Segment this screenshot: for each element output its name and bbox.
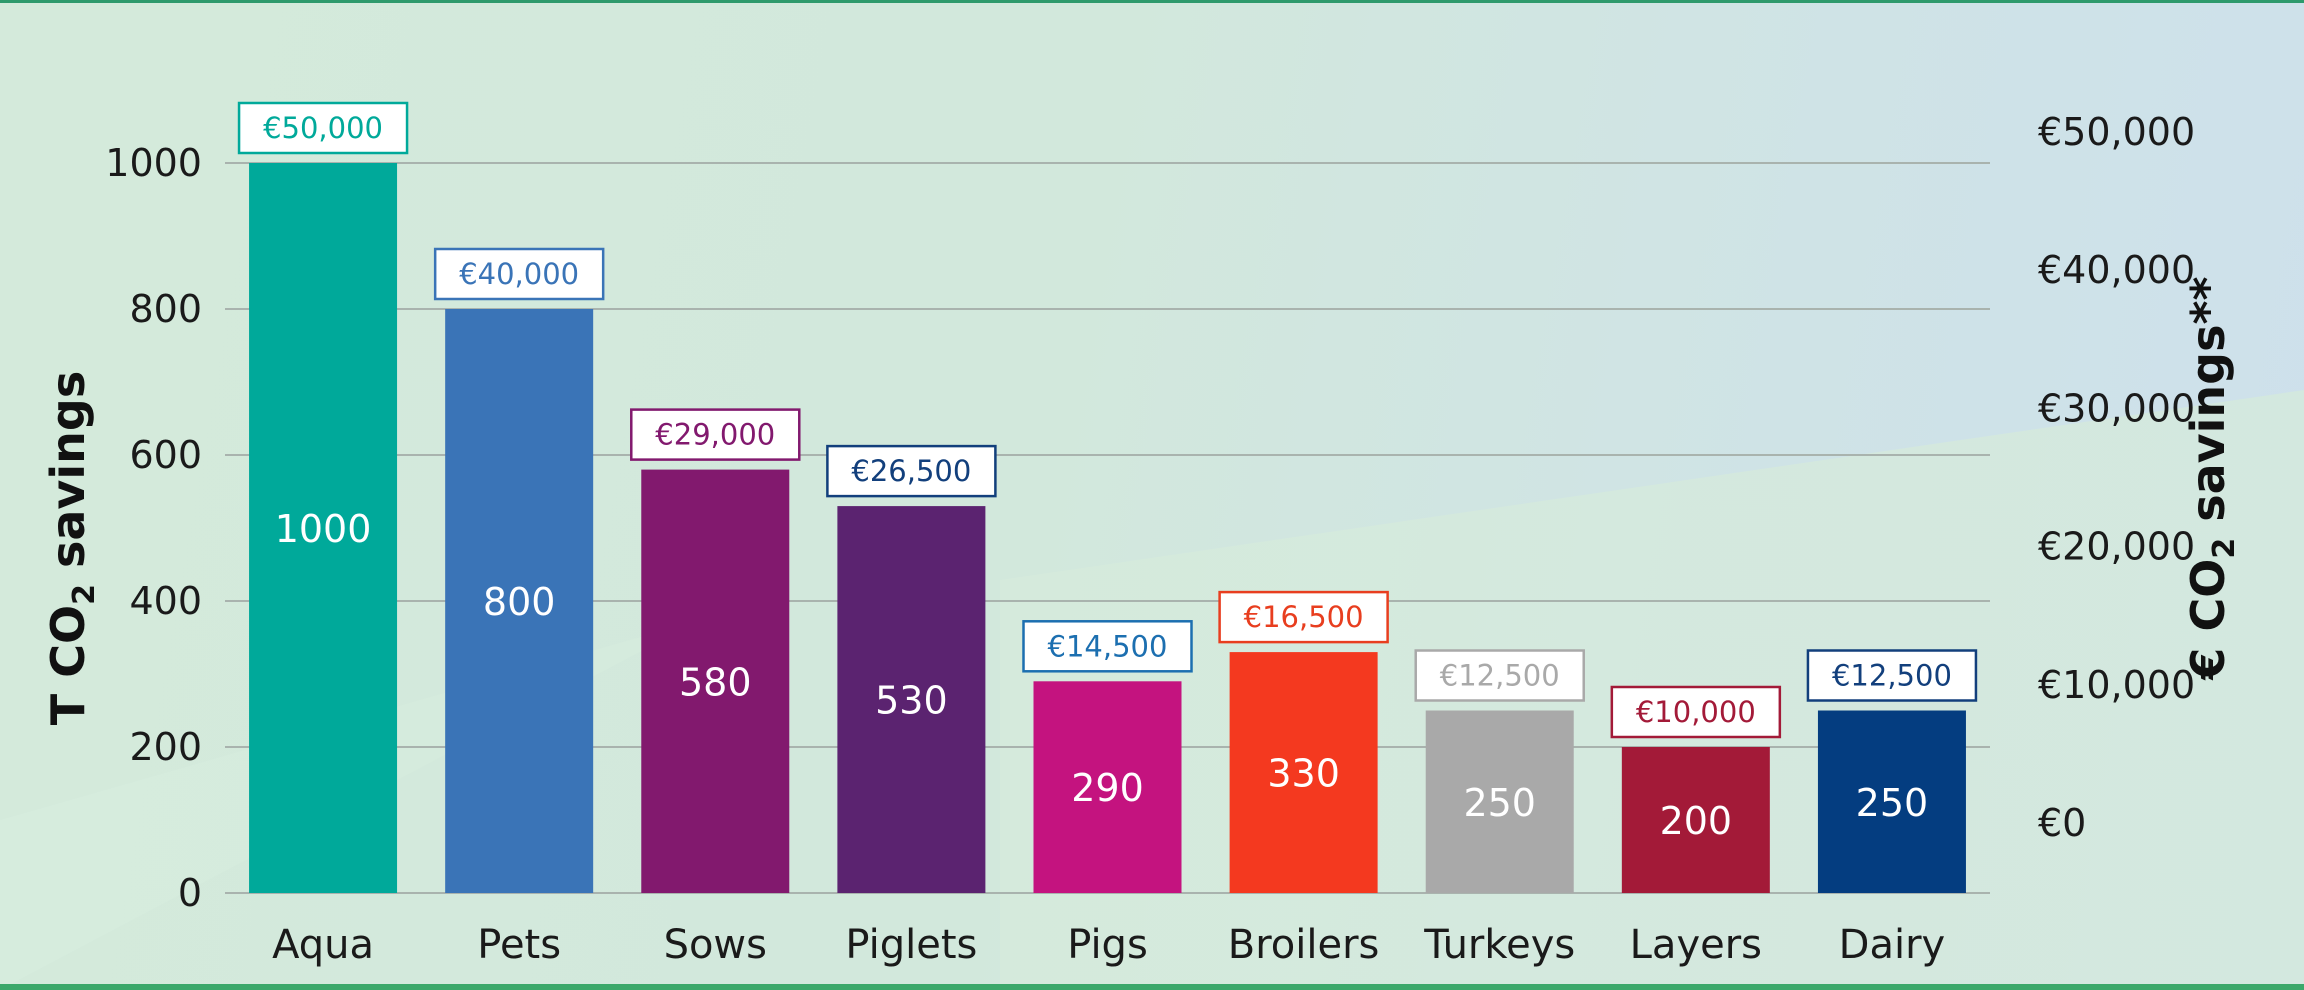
euro-badge-box [1218,590,1389,644]
euro-badge-box [1022,620,1193,673]
euro-badge-box [433,247,605,301]
category-label-piglets: Piglets [845,922,977,968]
bar-value-label: 1000 [275,507,372,551]
euro-badge-box [1610,685,1782,739]
euro-badge-piglets: €26,500 [826,444,997,498]
y-tick-label: 1000 [105,141,202,185]
top-border [0,0,2304,3]
euro-badge-broilers: €16,500 [1218,590,1389,644]
bar-layers [1621,747,1770,893]
bar-broilers [1229,652,1378,893]
left-axis-title: T CO2 savings [41,371,102,725]
category-label-aqua: Aqua [272,922,374,968]
bar-pigs [1033,681,1182,893]
bar-dairy [1817,710,1966,893]
euro-badge-label: €29,000 [655,418,775,452]
category-label-broilers: Broilers [1228,922,1380,968]
bar-value-labels: 1000 800 580 530 290 330 250 200 250 [275,507,1929,843]
y2-tick-label: €0 [2038,801,2086,845]
bar-value-label: 580 [679,660,752,704]
euro-badge-box [1414,649,1585,702]
bar-value-label: 290 [1071,766,1144,810]
euro-badge-sows: €29,000 [630,408,801,461]
euro-badge-label: €14,500 [1048,629,1168,663]
category-label-pigs: Pigs [1067,922,1148,968]
bar-value-label: 530 [875,679,948,723]
y-tick-label: 400 [129,579,202,623]
euro-badge-box [237,101,409,155]
euro-badge-label: €16,500 [1244,600,1364,634]
bar-value-label: 800 [483,580,556,624]
y2-tick-label: €50,000 [2038,110,2195,154]
right-axis-title: € CO2 savings** [2181,276,2242,680]
euro-badge-dairy: €12,500 [1806,649,1978,702]
euro-badge-pets: €40,000 [433,247,605,301]
euro-badge-label: €40,000 [459,257,579,291]
category-label-sows: Sows [664,922,767,968]
euro-badge-box [1806,649,1978,702]
euro-badge-layers: €10,000 [1610,685,1782,739]
euro-badge-turkeys: €12,500 [1414,649,1585,702]
bar-turkeys [1425,710,1574,893]
bar-aqua [249,163,398,893]
bar-value-label: 250 [1856,781,1929,825]
bar-piglets [837,506,986,893]
bar-value-label: 330 [1267,752,1340,796]
euro-badge-pigs: €14,500 [1022,620,1193,673]
euro-badges: €50,000 €40,000 €29,000 €26,500 €14,500 €16,5… [237,101,1978,739]
category-label-pets: Pets [477,922,561,968]
euro-badge-box [630,408,801,461]
y-tick-label: 200 [129,725,202,769]
bars [249,163,1966,893]
bar-value-label: 250 [1463,781,1536,825]
bar-sows [641,469,790,893]
euro-badge-label: €26,500 [851,454,971,488]
category-label-dairy: Dairy [1839,922,1946,968]
bottom-border [0,984,2304,990]
y2-tick-label: €30,000 [2038,386,2195,430]
y2-tick-label: €20,000 [2038,525,2195,569]
right-axis-ticks: €0 €10,000 €20,000 €30,000 €40,000 €50,000 [2038,110,2195,845]
bar-pets [445,309,594,893]
category-label-layers: Layers [1630,922,1762,968]
y2-tick-label: €10,000 [2038,663,2195,707]
euro-badge-aqua: €50,000 [237,101,409,155]
category-labels: Aqua Pets Sows Piglets Pigs Broilers Turkeys La… [272,922,1945,968]
euro-badge-label: €50,000 [263,111,383,145]
euro-badge-box [826,444,997,498]
euro-badge-label: €12,500 [1440,659,1560,693]
left-axis-ticks: 0 200 400 600 800 1000 [105,141,202,915]
y-tick-label: 800 [129,287,202,331]
y-tick-label: 600 [129,433,202,477]
y2-tick-label: €40,000 [2038,248,2195,292]
bar-value-label: 200 [1660,799,1733,843]
euro-badge-label: €12,500 [1832,659,1952,693]
euro-badge-label: €10,000 [1636,695,1756,729]
y-tick-label: 0 [178,871,202,915]
category-label-turkeys: Turkeys [1423,922,1575,968]
